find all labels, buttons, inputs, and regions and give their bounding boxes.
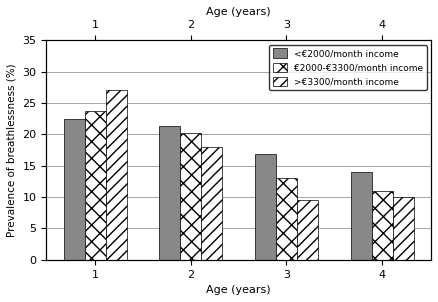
Bar: [350, 172, 371, 260]
Bar: [255, 154, 276, 260]
Bar: [106, 90, 127, 260]
Bar: [64, 119, 85, 260]
X-axis label: Age (years): Age (years): [206, 285, 271, 295]
Bar: [159, 126, 180, 260]
Bar: [201, 147, 223, 260]
Bar: [85, 111, 106, 260]
X-axis label: Age (years): Age (years): [206, 7, 271, 17]
Bar: [371, 191, 392, 260]
Bar: [297, 200, 318, 260]
Bar: [392, 197, 413, 260]
Bar: [276, 178, 297, 260]
Y-axis label: Prevalence of breathlessness (%): Prevalence of breathlessness (%): [7, 63, 17, 237]
Legend: <€2000/month income, €2000-€3300/month income, >€3300/month income: <€2000/month income, €2000-€3300/month i…: [269, 45, 427, 90]
Bar: [180, 133, 201, 260]
